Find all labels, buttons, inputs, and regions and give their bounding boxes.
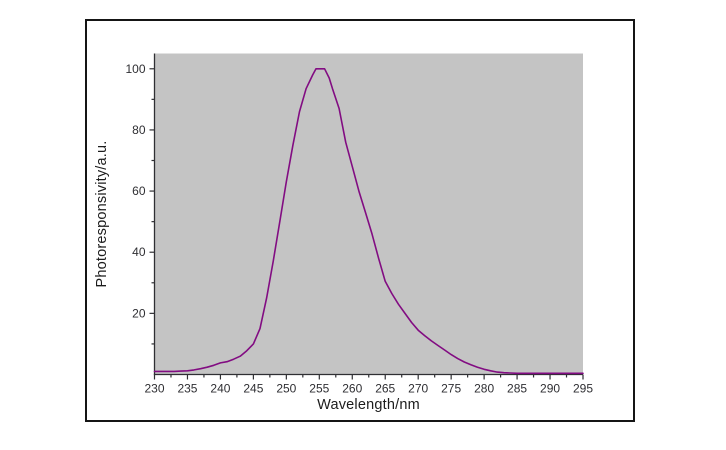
x-tick-label: 275 [441, 381, 461, 395]
response-curve [153, 68, 584, 375]
y-tick-label: 40 [132, 245, 146, 259]
x-tick-label: 270 [408, 381, 428, 395]
y-tick-label: 100 [125, 62, 145, 76]
x-tick-label: 285 [507, 381, 527, 395]
x-tick-label: 245 [243, 381, 263, 395]
x-tick-label: 255 [309, 381, 329, 395]
y-axis-title: Photoresponsivity/a.u. [94, 140, 110, 288]
x-tick-label: 280 [474, 381, 494, 395]
plot-area [154, 53, 583, 375]
x-tick-label: 230 [144, 381, 164, 395]
x-tick-label: 250 [276, 381, 296, 395]
x-tick-label: 295 [573, 381, 593, 395]
x-tick-label: 290 [540, 381, 560, 395]
y-tick-label: 20 [132, 306, 146, 320]
x-tick-label: 240 [210, 381, 230, 395]
x-tick-label: 260 [342, 381, 362, 395]
x-tick-label: 265 [375, 381, 395, 395]
x-tick-label: 235 [177, 381, 197, 395]
y-tick-label: 80 [132, 123, 146, 137]
x-axis-title: Wavelength/nm [317, 397, 420, 413]
y-tick-label: 60 [132, 184, 146, 198]
